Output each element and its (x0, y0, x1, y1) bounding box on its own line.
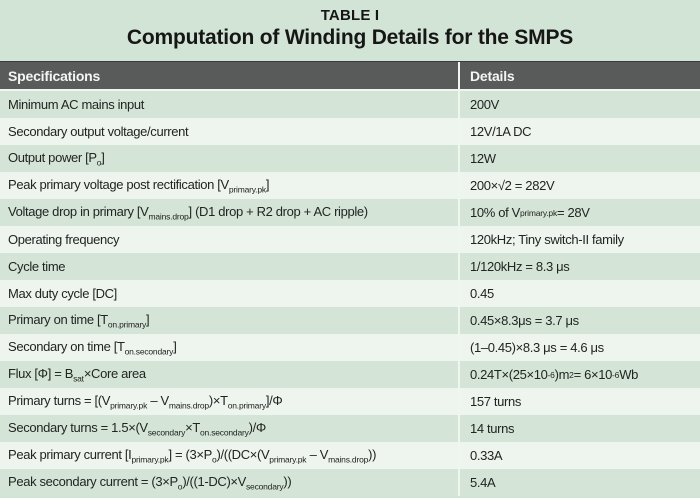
spec-cell: Peak primary voltage post rectification … (8, 176, 270, 195)
spec-cell: Minimum AC mains input (8, 97, 145, 112)
table-row: Peak primary voltage post rectification … (0, 172, 700, 199)
spec-cell: Primary turns = [(Vprimary.pk – Vmains.d… (8, 392, 283, 411)
table-row: Flux [Φ] = Bsat×Core area 0.24T×(25×10 -6)… (0, 361, 700, 388)
detail-cell: 120kHz; Tiny switch-II family (458, 226, 700, 253)
detail-cell: 1/120kHz = 8.3 μs (458, 253, 700, 280)
spec-cell: Primary on time [Ton.primary] (8, 311, 150, 330)
detail-cell: 12W (458, 145, 700, 172)
spec-cell: Voltage drop in primary [Vmains.drop] (D… (8, 203, 368, 222)
table-row: Primary turns = [(Vprimary.pk – Vmains.d… (0, 388, 700, 415)
column-header-details: Details (458, 62, 700, 89)
table-row: Secondary output voltage/current 12V/1A D… (0, 118, 700, 145)
table-row: Primary on time [Ton.primary] 0.45×8.3μs … (0, 307, 700, 334)
detail-cell: (1–0.45)×8.3 μs = 4.6 μs (458, 334, 700, 361)
table-row: Peak primary current [Iprimary.pk] = (3×… (0, 442, 700, 469)
table-row: Operating frequency 120kHz; Tiny switch-I… (0, 226, 700, 253)
detail-cell: 12V/1A DC (458, 118, 700, 145)
table-row: Max duty cycle [DC] 0.45 (0, 280, 700, 307)
table-row: Minimum AC mains input 200V (0, 91, 700, 118)
spec-cell: Peak primary current [Iprimary.pk] = (3×… (8, 446, 377, 465)
table-body: Minimum AC mains input 200V Secondary outp… (0, 91, 700, 496)
detail-cell: 0.45×8.3μs = 3.7 μs (458, 307, 700, 334)
detail-cell: 157 turns (458, 388, 700, 415)
detail-cell: 0.45 (458, 280, 700, 307)
table-row: Peak secondary current = (3×Po)/((1-DC)×… (0, 469, 700, 496)
table-row: Cycle time 1/120kHz = 8.3 μs (0, 253, 700, 280)
detail-cell: 5.4A (458, 469, 700, 496)
spec-cell: Secondary turns = 1.5×(Vsecondary×Ton.se… (8, 419, 266, 438)
table-header-row: Specifications Details (0, 61, 700, 91)
table-number: TABLE I (320, 7, 380, 24)
table-row: Voltage drop in primary [Vmains.drop] (D… (0, 199, 700, 226)
spec-cell: Output power [Po] (8, 149, 105, 168)
spec-cell: Peak secondary current = (3×Po)/((1-DC)×… (8, 473, 292, 492)
detail-cell: 0.33A (458, 442, 700, 469)
spec-cell: Secondary on time [Ton.secondary] (8, 338, 177, 357)
detail-cell: 200V (458, 91, 700, 118)
table-row: Secondary on time [Ton.secondary] (1–0.45… (0, 334, 700, 361)
spec-cell: Secondary output voltage/current (8, 124, 189, 139)
page-title: Computation of Winding Details for the S… (126, 26, 574, 49)
table-row: Secondary turns = 1.5×(Vsecondary×Ton.se… (0, 415, 700, 442)
spec-cell: Operating frequency (8, 232, 120, 247)
column-header-specifications: Specifications (8, 67, 101, 84)
spec-cell: Cycle time (8, 259, 66, 274)
detail-cell: 200×√2 = 282V (458, 172, 700, 199)
title-block: TABLE I Computation of Winding Details f… (0, 0, 700, 61)
spec-cell: Max duty cycle [DC] (8, 286, 117, 301)
spec-cell: Flux [Φ] = Bsat×Core area (8, 365, 146, 384)
detail-cell: 0.24T×(25×10 -6)m 2 = 6×10 -6 Wb (458, 361, 700, 388)
table-row: Output power [Po] 12W (0, 145, 700, 172)
detail-cell: 14 turns (458, 415, 700, 442)
